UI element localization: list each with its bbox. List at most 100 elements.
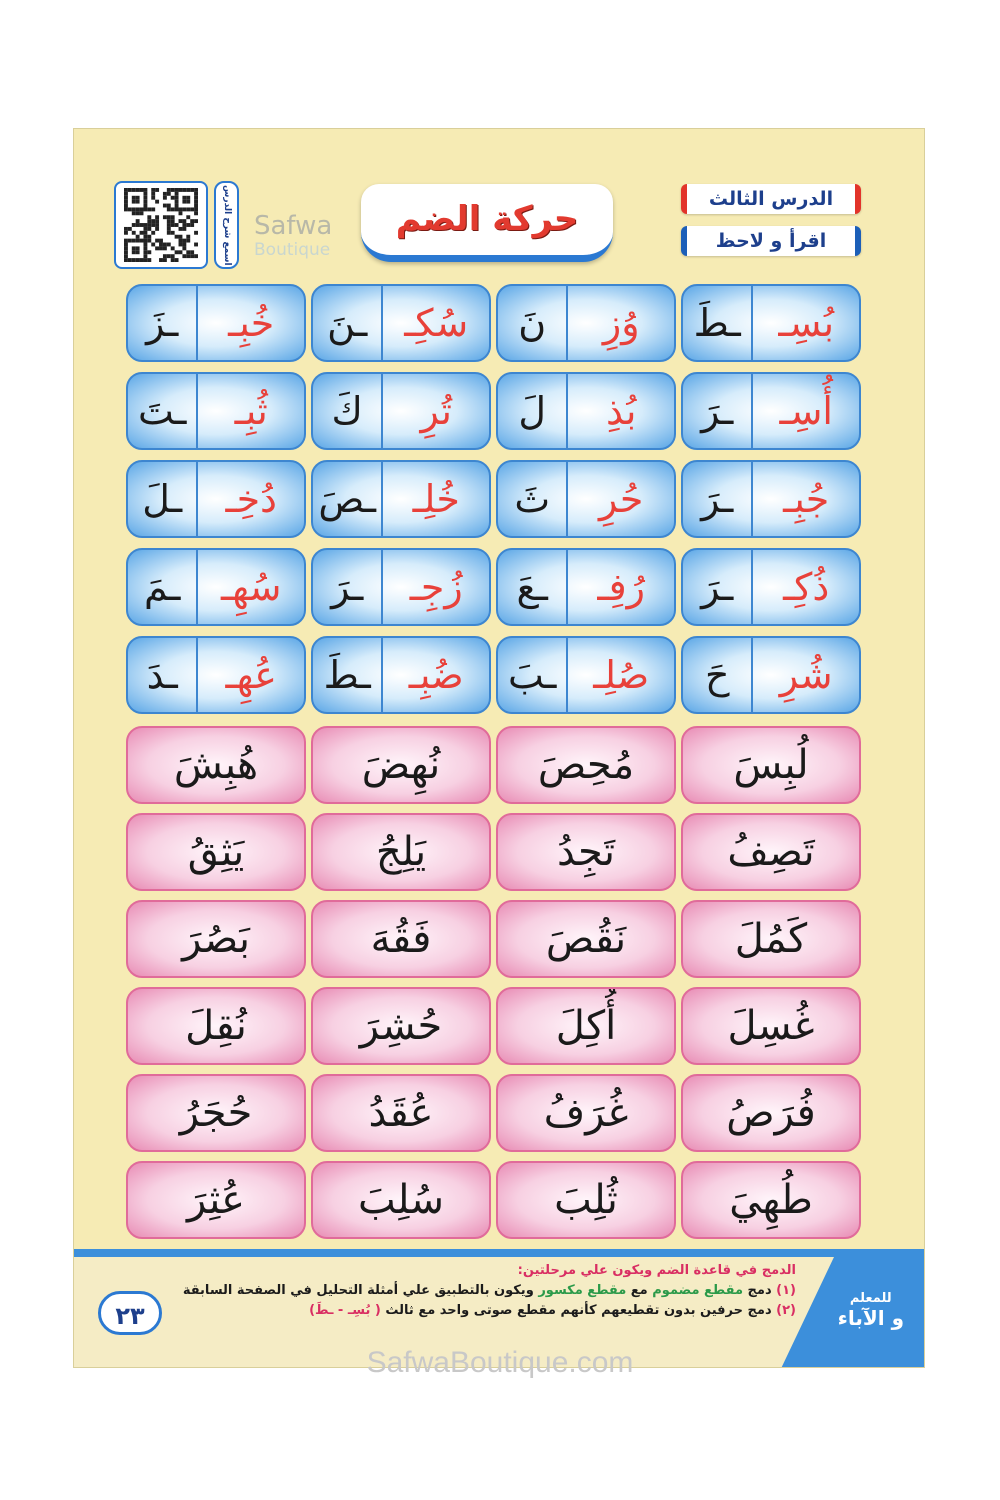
syllable-card: سُهِـ ـمَ — [126, 548, 306, 626]
word-card: طُهِيَ — [681, 1161, 861, 1239]
lesson-number-label: الدرس الثالث — [681, 184, 861, 214]
syllable-card: بُذِ لَ — [496, 372, 676, 450]
word-card: يَلِجُ — [311, 813, 491, 891]
syllable-part: خُلِـ — [381, 462, 489, 536]
word-card: تَجِدُ — [496, 813, 676, 891]
audience-large: و الآباء — [837, 1306, 904, 1330]
word-grid: لُبِسَ مُحِصَ نُهِضَ هُبِشَ تَصِفُ تَجِدُ يَلِ… — [125, 726, 861, 1239]
text: دمج حرفين بدون تقطيعهم كأنهم مقطع صوتى و… — [385, 1303, 772, 1318]
letter-part: كَ — [331, 389, 363, 433]
syllable-grid: بُسِـ ـطَ وُزِ نَ سُكِـ ـنَ خُبِـ ـزَ أُسِـ ـرَ بُ… — [125, 284, 861, 714]
logo-text: Safwa — [254, 211, 333, 241]
qr-code-icon[interactable] — [114, 181, 208, 269]
letter-part: ثَ — [514, 477, 551, 521]
qr-label: اسمع شرح الدرس — [214, 181, 239, 269]
footer-heading: الدمج في قاعدة الضم ويكون علي مرحلتين: — [517, 1263, 796, 1278]
watermark: SafwaBoutique.com — [366, 1346, 634, 1379]
letter-part: حَ — [704, 653, 730, 697]
footer-panel — [74, 1257, 834, 1367]
syllable-card: رُفِـ ـعَ — [496, 548, 676, 626]
syllable-card: وُزِ نَ — [496, 284, 676, 362]
word-card: فُرَصُ — [681, 1074, 861, 1152]
word-card: تَصِفُ — [681, 813, 861, 891]
word-card: حُجَرُ — [126, 1074, 306, 1152]
syllable-part: دُخِـ — [196, 462, 304, 536]
letter-part: ـزَ — [146, 301, 179, 345]
word-card: هُبِشَ — [126, 726, 306, 804]
letter-part: ـدَ — [146, 653, 178, 697]
page-title: حركة الضم — [361, 184, 613, 262]
word-card: حُشِرَ — [311, 987, 491, 1065]
word-card: ثُلِبَ — [496, 1161, 676, 1239]
book-page: الدرس الثالث اقرأ و لاحظ حركة الضم Safwa… — [73, 128, 925, 1368]
syllable-card: حُرِ ثَ — [496, 460, 676, 538]
letter-part: ـعَ — [516, 565, 548, 609]
highlight: مقطع مكسور — [538, 1283, 627, 1298]
syllable-card: خُلِـ ـصَ — [311, 460, 491, 538]
syllable-part: وُزِ — [566, 286, 674, 360]
letter-part: ـنَ — [327, 301, 368, 345]
syllable-part: صُلِـ — [566, 638, 674, 712]
syllable-part: سُكِـ — [381, 286, 489, 360]
audience-small: للمعلم — [849, 1291, 892, 1306]
syllable-part: سُهِـ — [196, 550, 304, 624]
example: ( بُسِـ - ـطَ) — [309, 1303, 381, 1318]
word-card: غُرَفُ — [496, 1074, 676, 1152]
word-card: كَمُلَ — [681, 900, 861, 978]
syllable-part: بُذِ — [566, 374, 674, 448]
syllable-card: بُسِـ ـطَ — [681, 284, 861, 362]
syllable-part: ثُبِـ — [196, 374, 304, 448]
footer-text: الدمج في قاعدة الضم ويكون علي مرحلتين: (… — [176, 1261, 796, 1321]
step-number: (٢) — [776, 1303, 796, 1318]
footer-note: الدمج في قاعدة الضم ويكون علي مرحلتين: (… — [74, 1249, 924, 1367]
letter-part: ـلَ — [142, 477, 183, 521]
syllable-card: ذُكِـ ـرَ — [681, 548, 861, 626]
syllable-part: أُسِـ — [751, 374, 859, 448]
syllable-part: جُبِـ — [751, 462, 859, 536]
letter-part: ـرَ — [331, 565, 364, 609]
word-card: مُحِصَ — [496, 726, 676, 804]
word-card: بَصُرَ — [126, 900, 306, 978]
word-card: نُهِضَ — [311, 726, 491, 804]
word-card: نُقِلَ — [126, 987, 306, 1065]
syllable-card: جُبِـ ـرَ — [681, 460, 861, 538]
syllable-card: زُجِـ ـرَ — [311, 548, 491, 626]
text: دمج — [747, 1283, 772, 1298]
syllable-part: بُسِـ — [751, 286, 859, 360]
syllable-part: عُهِـ — [196, 638, 304, 712]
letter-part: ـرَ — [701, 565, 734, 609]
letter-part: ـطَ — [323, 653, 371, 697]
syllable-part: زُجِـ — [381, 550, 489, 624]
word-card: نَقُصَ — [496, 900, 676, 978]
syllable-card: سُكِـ ـنَ — [311, 284, 491, 362]
syllable-card: صُلِـ ـبَ — [496, 636, 676, 714]
word-card: عُقَدُ — [311, 1074, 491, 1152]
syllable-card: ضُبِـ ـطَ — [311, 636, 491, 714]
syllable-part: شُرِ — [751, 638, 859, 712]
letter-part: ـبَ — [507, 653, 557, 697]
letter-part: لَ — [518, 389, 547, 433]
syllable-part: ضُبِـ — [381, 638, 489, 712]
syllable-card: ثُبِـ ـتَ — [126, 372, 306, 450]
instruction-label: اقرأ و لاحظ — [681, 226, 861, 256]
footer-step-1: (١) دمج مقطع مضموم مع مقطع مكسور ويكون ب… — [176, 1281, 796, 1301]
word-card: فَقُهَ — [311, 900, 491, 978]
letter-part: ـرَ — [701, 477, 734, 521]
syllable-part: رُفِـ — [566, 550, 674, 624]
page-number: ٢٣ — [98, 1291, 162, 1335]
letter-part: ـصَ — [318, 477, 377, 521]
text: ويكون بالتطبيق علي أمثلة التحليل في الصف… — [182, 1283, 534, 1298]
word-card: يَثِقُ — [126, 813, 306, 891]
logo: Safwa Boutique — [254, 211, 333, 262]
syllable-part: ذُكِـ — [751, 550, 859, 624]
syllable-card: تُرِ كَ — [311, 372, 491, 450]
step-number: (١) — [776, 1283, 796, 1298]
syllable-part: حُرِ — [566, 462, 674, 536]
syllable-card: خُبِـ ـزَ — [126, 284, 306, 362]
audience-label: للمعلم و الآباء — [838, 1291, 904, 1330]
footer-step-2: (٢) دمج حرفين بدون تقطيعهم كأنهم مقطع صو… — [176, 1301, 796, 1321]
word-card: غُسِلَ — [681, 987, 861, 1065]
letter-part: ـرَ — [701, 389, 734, 433]
logo-subtext: Boutique — [254, 240, 331, 260]
syllable-card: دُخِـ ـلَ — [126, 460, 306, 538]
